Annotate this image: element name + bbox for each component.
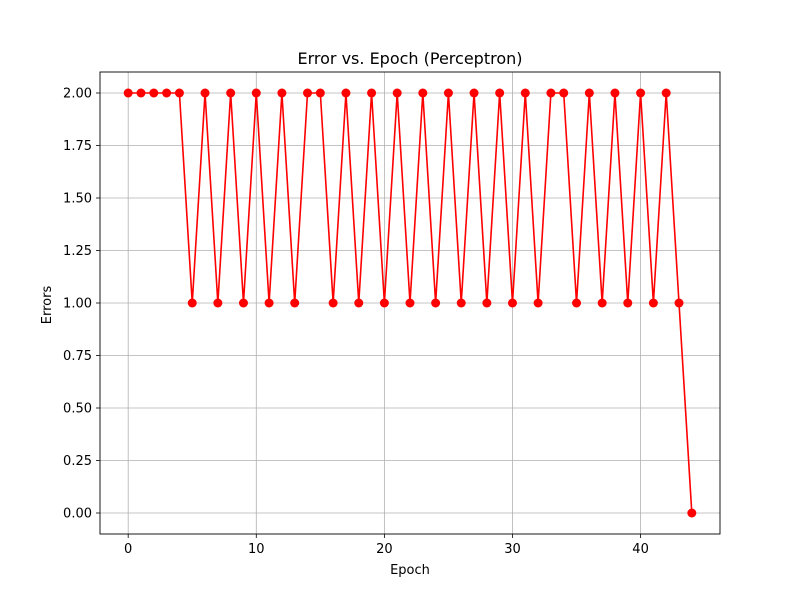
data-point (405, 298, 415, 308)
axes (96, 71, 721, 538)
data-point (392, 88, 402, 98)
data-point (290, 298, 300, 308)
data-point (200, 88, 210, 98)
data-point (533, 298, 543, 308)
data-point (597, 298, 607, 308)
data-point (610, 88, 620, 98)
data-point (648, 298, 658, 308)
data-point (431, 298, 441, 308)
y-tick-label: 0.00 (63, 507, 92, 522)
data-point (456, 298, 466, 308)
y-tick-label: 0.25 (63, 454, 92, 469)
data-point (379, 298, 389, 308)
y-axis-label: Errors (40, 286, 55, 325)
y-tick-label: 1.25 (63, 244, 92, 259)
data-point (546, 88, 556, 98)
data-point (584, 88, 594, 98)
x-tick-label: 0 (124, 542, 132, 557)
data-point (149, 88, 159, 98)
data-point (303, 88, 313, 98)
data-point (226, 88, 236, 98)
x-tick-label: 20 (376, 542, 393, 557)
data-point (623, 298, 633, 308)
data-point (520, 88, 530, 98)
data-point (328, 298, 338, 308)
data-point (213, 298, 223, 308)
data-point (507, 298, 517, 308)
data-point (636, 88, 646, 98)
x-tick-label: 10 (248, 542, 265, 557)
data-point (136, 88, 146, 98)
data-point (559, 88, 569, 98)
data-point (123, 88, 133, 98)
data-point (264, 298, 274, 308)
data-point (495, 88, 505, 98)
y-tick-label: 1.50 (63, 192, 92, 207)
data-point (572, 298, 582, 308)
y-tick-label: 1.75 (63, 139, 92, 154)
y-tick-label: 2.00 (63, 87, 92, 102)
x-axis-label: Epoch (390, 563, 430, 578)
data-point (354, 298, 364, 308)
data-point (482, 298, 492, 308)
data-point (341, 88, 351, 98)
data-point (367, 88, 377, 98)
data-point (162, 88, 172, 98)
data-point (443, 88, 453, 98)
tick-labels: 0 10 20 30 40 0.00 0.25 0.50 0.75 1.00 1.25 1.50 1.7… (63, 87, 649, 558)
data-point (661, 88, 671, 98)
y-tick-label: 0.75 (63, 349, 92, 364)
data-point (251, 88, 261, 98)
data-point (469, 88, 479, 98)
data-point (674, 298, 684, 308)
x-tick-label: 40 (632, 542, 649, 557)
series-errors (123, 88, 697, 518)
y-tick-label: 1.00 (63, 297, 92, 312)
data-point (418, 88, 428, 98)
x-tick-label: 30 (504, 542, 521, 557)
data-point (277, 88, 287, 98)
chart-title: Error vs. Epoch (Perceptron) (298, 49, 523, 68)
data-point (238, 298, 248, 308)
data-point (187, 298, 197, 308)
y-tick-label: 0.50 (63, 402, 92, 417)
data-point (315, 88, 325, 98)
data-point (687, 508, 697, 518)
data-point (174, 88, 184, 98)
